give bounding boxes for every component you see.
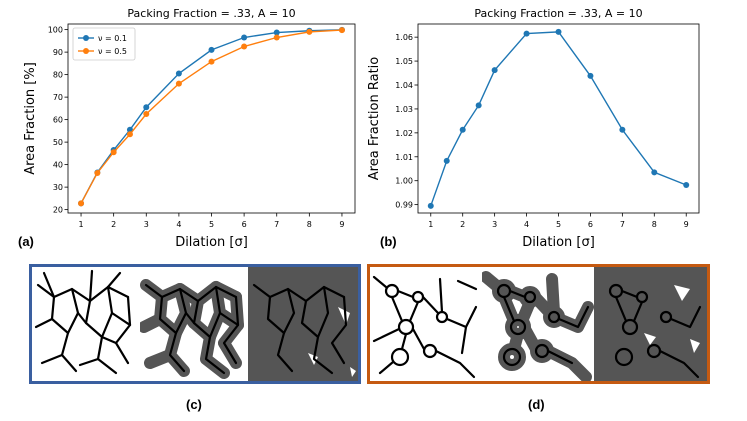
y-tick-label: 1.05 — [395, 57, 413, 66]
panel-label-b: (b) — [380, 234, 397, 249]
x-tick-label: 2 — [111, 220, 116, 229]
data-point — [94, 169, 101, 176]
x-tick-label: 8 — [307, 220, 312, 229]
y-tick-label: 100 — [48, 26, 63, 35]
x-tick-label: 7 — [620, 220, 625, 229]
x-tick-label: 3 — [492, 220, 497, 229]
data-point — [143, 104, 150, 111]
x-tick-label: 6 — [588, 220, 593, 229]
y-tick-label: 30 — [53, 183, 63, 192]
data-point — [110, 149, 117, 156]
data-point — [208, 46, 215, 53]
x-tick-label: 4 — [524, 220, 529, 229]
y-tick-label: 1.04 — [395, 81, 413, 90]
series-line-0 — [430, 31, 687, 207]
y-tick-label: 60 — [53, 116, 63, 125]
x-tick-label: 5 — [209, 220, 214, 229]
fully-dilated-dense-network-image — [594, 267, 707, 381]
legend-marker — [83, 35, 89, 41]
x-tick-label: 1 — [78, 220, 83, 229]
x-tick-label: 3 — [144, 220, 149, 229]
image-panel-d — [367, 264, 710, 384]
data-point — [491, 67, 498, 74]
image-panel-c — [29, 264, 361, 384]
x-tick-label: 4 — [176, 220, 181, 229]
fully-dilated-network-image — [248, 267, 358, 381]
data-point — [175, 70, 182, 77]
panel-label-d: (d) — [528, 397, 545, 412]
y-tick-label: 1.00 — [395, 177, 413, 186]
y-tick-label: 1.03 — [395, 105, 413, 114]
panel-label-a: (a) — [18, 234, 34, 249]
data-point — [208, 58, 215, 65]
chart-title: Packing Fraction = .33, A = 10 — [474, 7, 642, 20]
panel-label-c: (c) — [186, 397, 202, 412]
data-point — [338, 27, 345, 34]
chart-area-fraction: Packing Fraction = .33, A = 10 1 2 3 4 5 6 7 8 9 2… — [0, 0, 372, 250]
data-point — [651, 169, 658, 176]
data-point — [683, 182, 690, 189]
network-skeleton-image — [34, 269, 132, 375]
y-tick-label: 40 — [53, 161, 63, 170]
data-point — [143, 111, 150, 117]
data-point — [78, 200, 85, 207]
data-point — [523, 30, 530, 37]
data-point — [241, 34, 248, 41]
x-tick-label: 2 — [460, 220, 465, 229]
data-point — [587, 72, 594, 79]
x-tick-label: 5 — [556, 220, 561, 229]
legend-label: ν = 0.5 — [98, 47, 127, 56]
plot-frame — [417, 23, 700, 214]
chart-area-fraction-ratio: Packing Fraction = .33, A = 10 1 2 3 4 5 6 7 8 9 0… — [367, 0, 747, 250]
x-axis-label: Dilation [σ] — [522, 235, 595, 250]
y-axis-label: Area Fraction Ratio — [368, 57, 382, 180]
y-tick-label: 90 — [53, 48, 63, 57]
x-tick-label: 8 — [652, 220, 657, 229]
x-tick-label: 9 — [684, 220, 689, 229]
y-tick-label: 20 — [53, 206, 63, 215]
y-tick-label: 70 — [53, 93, 63, 102]
data-point — [619, 126, 626, 133]
y-tick-label: 1.02 — [395, 129, 413, 138]
data-point — [175, 80, 182, 87]
x-tick-label: 9 — [339, 220, 344, 229]
x-tick-label: 7 — [274, 220, 279, 229]
y-tick-label: 0.99 — [395, 201, 413, 210]
data-point — [427, 202, 434, 209]
data-point — [475, 102, 482, 109]
data-point — [459, 126, 466, 133]
data-point — [273, 29, 280, 36]
legend-marker — [83, 48, 89, 54]
legend-label: ν = 0.1 — [98, 34, 127, 43]
data-point — [126, 126, 133, 133]
data-point — [306, 28, 313, 35]
y-tick-label: 50 — [53, 138, 63, 147]
x-axis-label: Dilation [σ] — [175, 235, 248, 250]
x-tick-label: 6 — [242, 220, 247, 229]
y-tick-label: 1.01 — [395, 153, 413, 162]
data-point — [126, 131, 133, 138]
network-skeleton-image-dense — [372, 275, 478, 379]
data-point — [273, 34, 280, 41]
data-point — [443, 157, 450, 164]
x-tick-label: 1 — [428, 220, 433, 229]
y-tick-label: 80 — [53, 71, 63, 80]
dilated-dense-network-image — [482, 271, 594, 381]
data-point — [241, 43, 248, 50]
data-point — [555, 28, 562, 35]
dilated-network-image — [140, 279, 244, 379]
y-axis-label: Area Fraction [%] — [23, 62, 38, 175]
chart-title: Packing Fraction = .33, A = 10 — [127, 7, 295, 20]
y-tick-label: 1.06 — [395, 33, 413, 42]
